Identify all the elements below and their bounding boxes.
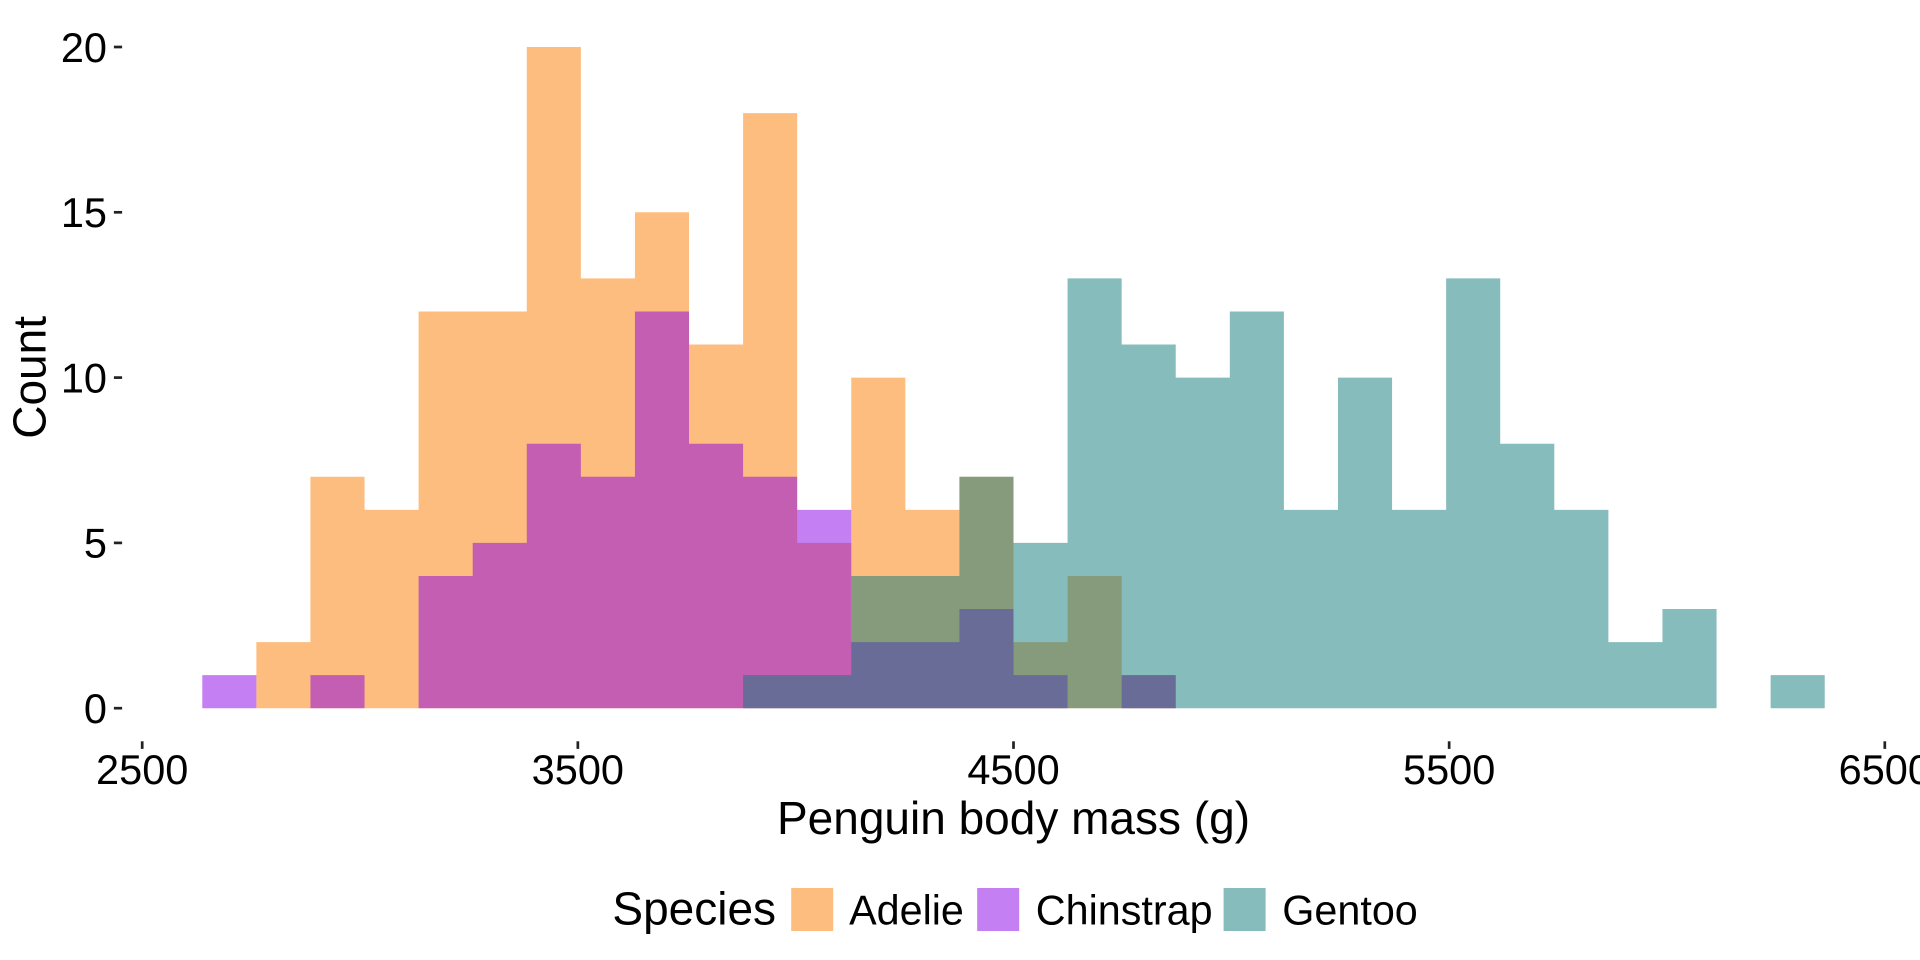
svg-text:Penguin body mass (g): Penguin body mass (g): [777, 792, 1250, 844]
svg-text:0: 0: [84, 685, 107, 732]
svg-text:Chinstrap: Chinstrap: [1036, 887, 1213, 933]
svg-text:10: 10: [61, 354, 107, 401]
svg-text:20: 20: [61, 24, 107, 71]
svg-text:3500: 3500: [532, 746, 624, 793]
svg-text:4500: 4500: [967, 746, 1059, 793]
svg-text:15: 15: [61, 189, 107, 236]
svg-text:Adelie: Adelie: [849, 887, 964, 933]
svg-text:2500: 2500: [96, 746, 188, 793]
svg-text:Species: Species: [612, 882, 776, 934]
svg-text:Gentoo: Gentoo: [1282, 887, 1417, 933]
svg-text:6500: 6500: [1839, 746, 1920, 793]
svg-text:Count: Count: [3, 316, 55, 439]
svg-text:5: 5: [84, 520, 107, 567]
svg-text:5500: 5500: [1403, 746, 1495, 793]
